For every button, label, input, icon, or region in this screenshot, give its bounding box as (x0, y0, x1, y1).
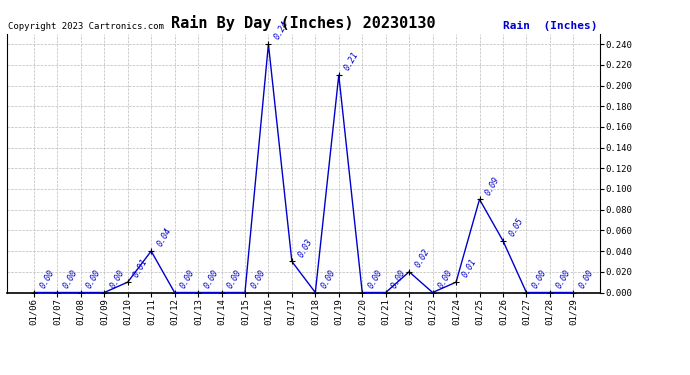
Text: 0.02: 0.02 (413, 247, 431, 269)
Text: 0.05: 0.05 (507, 216, 525, 238)
Text: 0.00: 0.00 (554, 268, 572, 290)
Title: Rain By Day (Inches) 20230130: Rain By Day (Inches) 20230130 (171, 15, 436, 31)
Text: 0.09: 0.09 (484, 175, 502, 196)
Text: 0.24: 0.24 (273, 20, 290, 41)
Text: 0.01: 0.01 (132, 258, 150, 279)
Text: 0.00: 0.00 (249, 268, 267, 290)
Text: 0.00: 0.00 (108, 268, 126, 290)
Text: 0.00: 0.00 (390, 268, 408, 290)
Text: 0.00: 0.00 (437, 268, 455, 290)
Text: 0.00: 0.00 (531, 268, 549, 290)
Text: 0.00: 0.00 (319, 268, 337, 290)
Text: 0.01: 0.01 (460, 258, 478, 279)
Text: 0.21: 0.21 (343, 51, 361, 72)
Text: 0.00: 0.00 (226, 268, 244, 290)
Text: 0.00: 0.00 (202, 268, 220, 290)
Text: 0.03: 0.03 (296, 237, 314, 259)
Text: 0.00: 0.00 (578, 268, 595, 290)
Text: 0.00: 0.00 (85, 268, 103, 290)
Text: 0.00: 0.00 (61, 268, 79, 290)
Text: 0.00: 0.00 (366, 268, 384, 290)
Text: 0.00: 0.00 (179, 268, 197, 290)
Text: 0.00: 0.00 (38, 268, 56, 290)
Text: Copyright 2023 Cartronics.com: Copyright 2023 Cartronics.com (8, 22, 164, 31)
Text: 0.04: 0.04 (155, 226, 173, 248)
Text: Rain  (Inches): Rain (Inches) (503, 21, 598, 31)
